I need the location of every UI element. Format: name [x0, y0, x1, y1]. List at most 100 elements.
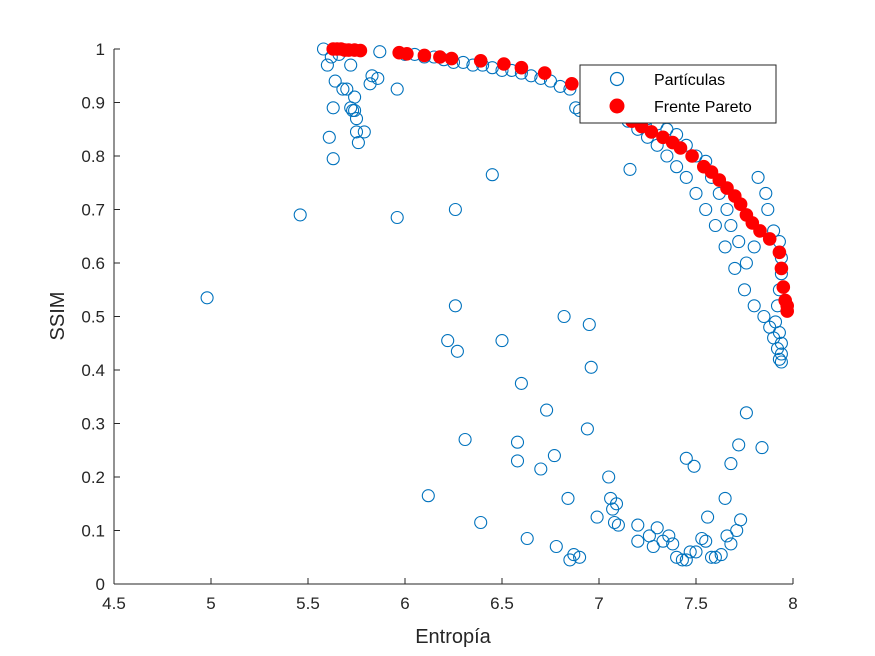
pareto-point	[780, 304, 795, 318]
particle-point	[689, 186, 703, 200]
particle-point	[450, 344, 464, 358]
pareto-point	[514, 60, 529, 75]
particle-point	[371, 71, 385, 85]
particle-point	[557, 309, 571, 324]
particle-point	[349, 112, 364, 126]
particle-point	[293, 208, 307, 222]
plot-area	[114, 49, 793, 584]
y-tick-label: 0.7	[81, 201, 105, 220]
particle-point	[734, 513, 748, 527]
pareto-point	[733, 197, 748, 211]
particle-point	[739, 256, 753, 270]
particle-point	[714, 548, 728, 562]
pareto-point	[417, 48, 432, 63]
particle-point	[549, 539, 563, 554]
particle-point	[683, 545, 697, 559]
particle-point	[724, 457, 738, 471]
particle-point	[689, 545, 703, 559]
particle-point	[670, 550, 684, 564]
particle-point	[704, 550, 719, 564]
particle-point	[774, 336, 788, 350]
particle-point	[200, 291, 214, 305]
x-tick-label: 7.5	[684, 594, 708, 613]
y-tick-label: 0.3	[81, 415, 105, 434]
axes: 4.5 5 5.5 6 6.5 7 7.5 8 0 0.1 0.2 0.3 0.4 0.5 0.6 0.7 0.…	[81, 40, 797, 613]
y-tick-label: 0.5	[81, 308, 105, 327]
particle-point	[540, 403, 554, 417]
particle-point	[390, 82, 404, 96]
particle-point	[373, 45, 387, 59]
particle-point	[650, 521, 664, 535]
particle-point	[441, 334, 455, 348]
particle-point	[524, 69, 538, 83]
particle-point	[718, 240, 732, 254]
particle-point	[666, 537, 680, 551]
y-axis-title: SSIM	[47, 292, 69, 341]
particle-point	[348, 103, 362, 118]
particle-point	[580, 422, 594, 436]
particle-point	[607, 515, 622, 530]
particle-point	[768, 315, 783, 329]
particle-point	[724, 218, 738, 233]
y-tick-label: 0	[96, 575, 105, 594]
particle-point	[699, 534, 713, 548]
particle-point	[747, 240, 761, 254]
particle-point	[774, 347, 788, 361]
particle-point	[708, 218, 722, 233]
particle-point	[584, 360, 598, 374]
particle-point	[732, 438, 746, 452]
particle-point	[728, 261, 742, 275]
pareto-point	[400, 47, 414, 61]
y-tick-label: 0.1	[81, 522, 105, 541]
pareto-point	[565, 77, 579, 91]
particle-point	[561, 491, 575, 505]
y-tick-label: 0.9	[81, 94, 105, 113]
particle-point	[708, 550, 722, 564]
particle-point	[458, 432, 472, 447]
particle-point	[344, 58, 358, 72]
particle-point	[510, 435, 525, 449]
legend-marker-particulas	[609, 71, 625, 87]
particle-point	[357, 125, 371, 139]
x-tick-label: 5	[206, 594, 215, 613]
particle-point	[609, 497, 624, 511]
pareto-point	[644, 125, 659, 139]
particle-point	[421, 489, 435, 503]
legend-label-particulas: Partículas	[654, 72, 725, 89]
pareto-point	[537, 66, 552, 80]
pareto-point	[497, 57, 511, 71]
particle-point	[474, 515, 488, 530]
particle-point	[340, 82, 354, 96]
particle-point	[757, 309, 771, 324]
particle-point	[695, 531, 709, 546]
pareto-point	[776, 280, 791, 294]
particle-point	[611, 518, 625, 532]
particle-point	[326, 101, 340, 115]
particle-point	[732, 235, 746, 249]
particle-point	[701, 510, 715, 524]
pareto-point	[774, 261, 789, 276]
particle-point	[448, 299, 462, 313]
particle-point	[320, 58, 334, 72]
particle-point	[660, 149, 674, 163]
particle-point	[514, 376, 528, 390]
x-axis-title: Entropía	[415, 626, 491, 648]
particle-point	[322, 130, 336, 144]
particle-point	[495, 334, 509, 348]
particle-point	[510, 454, 525, 468]
particle-point	[699, 202, 713, 217]
particle-point	[772, 352, 786, 366]
particle-point	[662, 529, 676, 543]
particle-point	[687, 459, 701, 473]
particle-point	[351, 136, 365, 150]
y-tick-label: 0.4	[81, 361, 105, 380]
particle-point	[567, 548, 581, 562]
particle-point	[520, 531, 534, 546]
particle-point	[485, 168, 499, 182]
y-tick-label: 0.8	[81, 147, 105, 166]
x-tick-label: 5.5	[296, 594, 320, 613]
pareto-point	[444, 51, 459, 66]
particle-point	[737, 283, 752, 297]
pareto-point	[353, 43, 368, 58]
